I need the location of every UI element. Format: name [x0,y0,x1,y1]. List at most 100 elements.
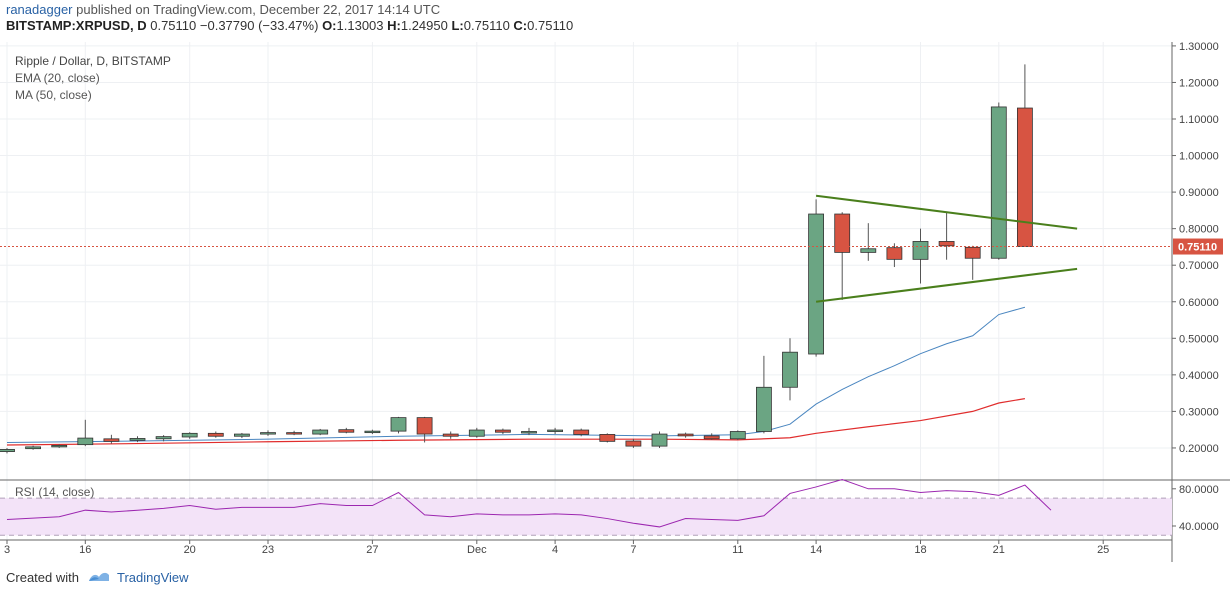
time-tick-label: 7 [630,544,636,556]
price-tick-label: 0.50000 [1179,333,1219,345]
candle-body [468,429,485,437]
ma50-line [6,398,1025,446]
candle-body [860,248,877,253]
published-text: published on TradingView.com, December 2… [76,2,441,17]
rsi-tick-label: 80.0000 [1179,484,1219,496]
candle-body [442,433,459,437]
time-tick-label: Dec [467,544,487,556]
price-change: −0.37790 (−33.47%) [199,18,319,33]
author-link[interactable]: ranadagger [6,2,73,17]
candle-body [0,449,15,453]
open-value: 1.13003 [336,18,384,33]
candle-body [729,431,746,440]
high-value: 1.24950 [400,18,448,33]
legend-ema: EMA (20, close) [15,71,100,85]
time-tick-label: 27 [366,544,378,556]
candle-body [77,437,94,446]
legend-symbol: Ripple / Dollar, D, BITSTAMP [15,54,171,68]
trendline-upper [815,194,1078,230]
candle-body [1017,107,1033,247]
candle-body [181,432,198,438]
candle-body [494,429,511,433]
price-tick-label: 0.60000 [1179,297,1219,309]
candle-body [416,417,433,435]
created-with-text: Created with [6,570,79,585]
footer: Created with TradingView [6,569,189,586]
candle-body [51,444,68,448]
time-tick-label: 23 [262,544,274,556]
chart-legend: Ripple / Dollar, D, BITSTAMP EMA (20, cl… [15,53,171,104]
price-tick-label: 1.20000 [1179,77,1219,89]
price-tick-label: 1.10000 [1179,114,1219,126]
ema20-line [6,306,1026,443]
candle-body [886,247,903,260]
candle-body [233,433,250,437]
tradingview-brand-link[interactable]: TradingView [116,570,189,585]
current-price-badge [1173,238,1223,255]
candle-body [364,430,381,434]
candle-body [677,433,694,437]
price-tick-label: 0.20000 [1179,443,1219,455]
time-tick-label: 21 [993,544,1005,556]
publish-line: ranadagger published on TradingView.com,… [6,2,1106,18]
price-tick-label: 0.40000 [1179,370,1219,382]
close-value: 0.75110 [527,18,574,33]
time-tick-label: 14 [810,544,822,556]
candle-body [625,440,642,447]
rsi-tick-label: 40.0000 [1179,521,1219,533]
low-label: L: [451,18,464,33]
rsi-line [6,478,1052,528]
high-label: H: [387,18,401,33]
candle-body [651,433,668,447]
candle-body [756,386,772,432]
candle-body [207,432,224,437]
candle-body [990,106,1007,259]
candle-body [912,241,929,260]
trendline-lower [815,267,1078,303]
candle-body [390,417,407,432]
legend-ma: MA (50, close) [15,88,92,102]
price-tick-label: 0.80000 [1179,224,1219,236]
candle-body [808,213,824,355]
ohlc-line: BITSTAMP:XRPUSD, D 0.75110 −0.37790 (−33… [6,18,1106,34]
candle-body [521,431,537,434]
time-tick-label: 11 [732,544,743,556]
candle-body [547,429,563,432]
time-tick-label: 25 [1097,544,1109,556]
time-tick-label: 3 [4,544,10,556]
candle-body [338,429,355,433]
low-value: 0.75110 [463,18,510,33]
candle-body [312,429,329,435]
tradingview-logo-icon[interactable] [87,569,111,586]
candle-body [938,241,955,247]
time-tick-label: 18 [914,544,926,556]
price-tick-label: 1.30000 [1179,41,1219,53]
close-label: C: [513,18,528,33]
time-tick-label: 20 [184,544,196,556]
candle-body [782,351,798,388]
candle-body [964,246,981,259]
candle-body [260,432,276,435]
candle-body [286,432,303,435]
price-tick-label: 0.90000 [1179,187,1219,199]
candle-body [103,438,120,442]
last-price: 0.75110 [150,18,197,33]
legend-rsi: RSI (14, close) [15,485,95,499]
price-tick-label: 1.00000 [1179,151,1219,163]
candle-body [129,438,146,441]
chart-header: ranadagger published on TradingView.com,… [6,2,1106,34]
candle-body [599,434,616,442]
candle-body [25,446,42,450]
symbol-label: BITSTAMP:XRPUSD, D [6,18,147,33]
time-tick-label: 16 [79,544,91,556]
candle-body [155,436,172,440]
current-price-label: 0.75110 [1178,242,1217,254]
rsi-band [0,498,1172,536]
candle-body [573,429,590,435]
candle-body [703,435,720,440]
open-label: O: [322,18,337,33]
time-tick-label: 4 [552,544,558,556]
candle-body [834,213,851,253]
price-tick-label: 0.30000 [1179,406,1219,418]
